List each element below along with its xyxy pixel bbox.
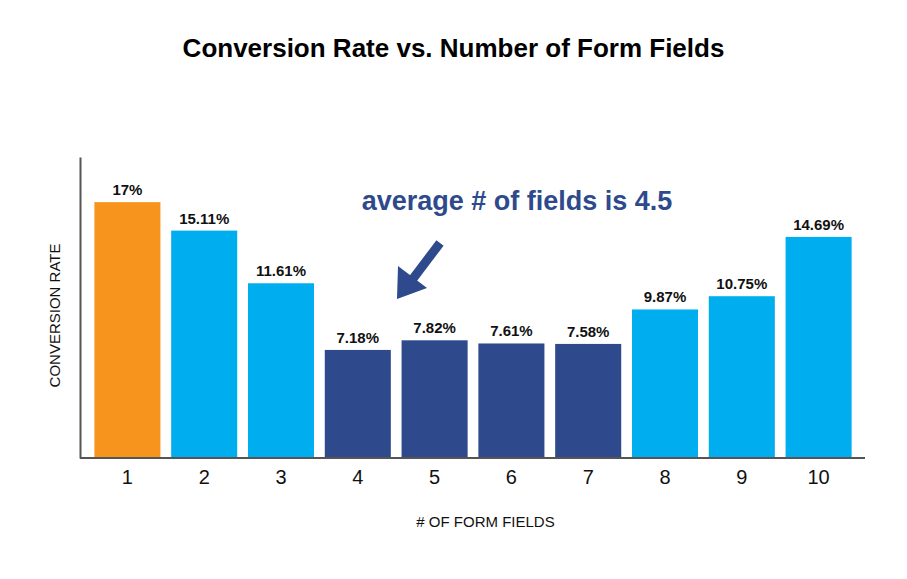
data-label: 7.58% (567, 323, 610, 340)
x-tick-label: 3 (275, 466, 286, 488)
x-tick: 10 (807, 458, 829, 488)
x-tick: 3 (275, 458, 286, 488)
y-axis-line (80, 158, 82, 459)
data-labels: 17% 15.11% 11.61% 7.18% 7.82% 7.61% 7.58% 9.87%… (112, 181, 844, 346)
x-tick: 6 (506, 458, 517, 488)
x-tick: 8 (659, 458, 670, 488)
x-tick: 7 (583, 458, 594, 488)
bar (248, 283, 314, 458)
bar (94, 202, 160, 458)
data-label: 15.11% (179, 210, 229, 227)
y-axis-title: CONVERSION RATE (46, 244, 63, 388)
data-label: 7.82% (413, 319, 456, 336)
data-label: 9.87% (644, 288, 687, 305)
x-tick-label: 9 (736, 466, 747, 488)
x-tick-label: 4 (352, 466, 363, 488)
x-tick: 2 (199, 458, 210, 488)
data-label: 11.61% (256, 262, 306, 279)
x-tick-label: 10 (807, 466, 829, 488)
bar (478, 343, 544, 458)
bar (402, 340, 468, 458)
chart-svg: Conversion Rate vs. Number of Form Field… (0, 0, 907, 579)
chart-container: Conversion Rate vs. Number of Form Field… (0, 0, 907, 579)
bar (171, 231, 237, 458)
annotation-arrow (397, 243, 440, 299)
data-label: 17% (112, 181, 142, 198)
y-axis (80, 158, 81, 459)
data-label: 10.75% (716, 275, 767, 292)
x-tick: 5 (429, 458, 440, 488)
data-label: 7.18% (337, 329, 380, 346)
bar (786, 237, 852, 458)
data-label: 14.69% (793, 216, 844, 233)
x-tick-label: 6 (506, 466, 517, 488)
x-axis: 1 2 3 4 5 6 7 8 9 10 (80, 458, 865, 488)
x-axis-title: # OF FORM FIELDS (416, 513, 554, 530)
arrow-shaft (412, 243, 440, 280)
x-tick: 4 (352, 458, 363, 488)
x-tick-label: 5 (429, 466, 440, 488)
bar (632, 309, 698, 458)
bar (325, 350, 391, 458)
x-tick: 1 (122, 458, 133, 488)
x-tick-label: 1 (122, 466, 133, 488)
arrow-head (397, 266, 427, 299)
x-axis-line (80, 457, 865, 459)
x-tick-label: 2 (199, 466, 210, 488)
x-tick: 9 (736, 458, 747, 488)
bar (709, 296, 775, 458)
x-tick-label: 8 (659, 466, 670, 488)
chart-title: Conversion Rate vs. Number of Form Field… (183, 33, 725, 63)
bars (94, 202, 851, 458)
x-tick-label: 7 (583, 466, 594, 488)
annotation: average # of fields is 4.5 (362, 186, 673, 216)
bar (555, 344, 621, 458)
data-label: 7.61% (490, 322, 533, 339)
